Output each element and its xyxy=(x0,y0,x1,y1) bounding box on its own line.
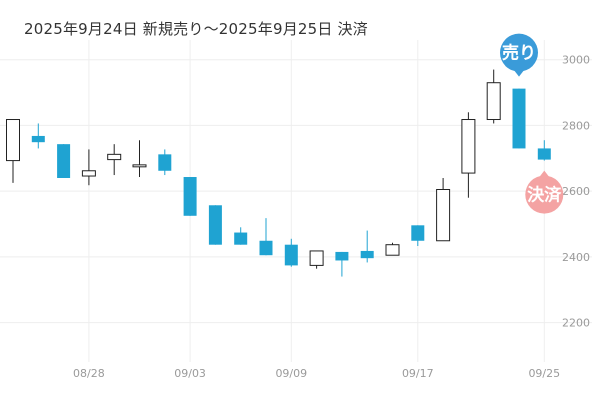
candle-body-down xyxy=(57,144,71,178)
x-tick-label: 09/03 xyxy=(174,367,206,380)
sell-marker-pointer xyxy=(512,67,526,77)
sell-marker: 売り xyxy=(500,33,538,77)
candle-body-down xyxy=(259,240,273,256)
candle-body-down xyxy=(411,225,425,241)
y-tick-label: 3000 xyxy=(562,54,590,67)
candle-body-up xyxy=(486,82,501,121)
close-marker-label: 決済 xyxy=(527,185,562,206)
x-tick-label: 08/28 xyxy=(73,367,105,380)
y-tick-label: 2800 xyxy=(562,119,590,132)
candle-body-down xyxy=(284,244,298,266)
candle-body-down xyxy=(512,88,526,149)
candle-body-down xyxy=(208,205,222,245)
y-tick-label: 2600 xyxy=(562,185,590,198)
candle-body-up xyxy=(81,170,96,177)
close-marker-bubble xyxy=(525,175,564,214)
candle-body-down xyxy=(158,154,172,171)
candle-body-up xyxy=(309,250,324,266)
sell-marker-bubble xyxy=(500,33,538,72)
candle-body-up xyxy=(6,119,20,162)
candle-body-down xyxy=(537,148,551,160)
y-tick-label: 2400 xyxy=(562,251,590,264)
candle-body-up xyxy=(436,189,451,242)
chart-title: 2025年9月24日 新規売り～2025年9月25日 決済 xyxy=(24,20,368,38)
candle-body-down xyxy=(335,251,349,261)
x-tick-label: 09/17 xyxy=(402,367,434,380)
candle-body-down xyxy=(234,232,248,245)
candle-body-up xyxy=(461,119,476,174)
candle-body-down xyxy=(183,177,197,216)
candle-body-up xyxy=(385,244,400,256)
candle-body-down xyxy=(31,135,45,143)
candle-body-down xyxy=(360,250,374,259)
x-tick-label: 09/25 xyxy=(528,367,560,380)
sell-marker-label: 売り xyxy=(502,43,536,64)
close-marker: 決済 xyxy=(525,170,564,214)
y-tick-label: 2200 xyxy=(562,317,590,330)
candle-body-up xyxy=(107,153,122,161)
candle-body-up xyxy=(132,164,147,168)
x-tick-label: 09/09 xyxy=(275,367,307,380)
